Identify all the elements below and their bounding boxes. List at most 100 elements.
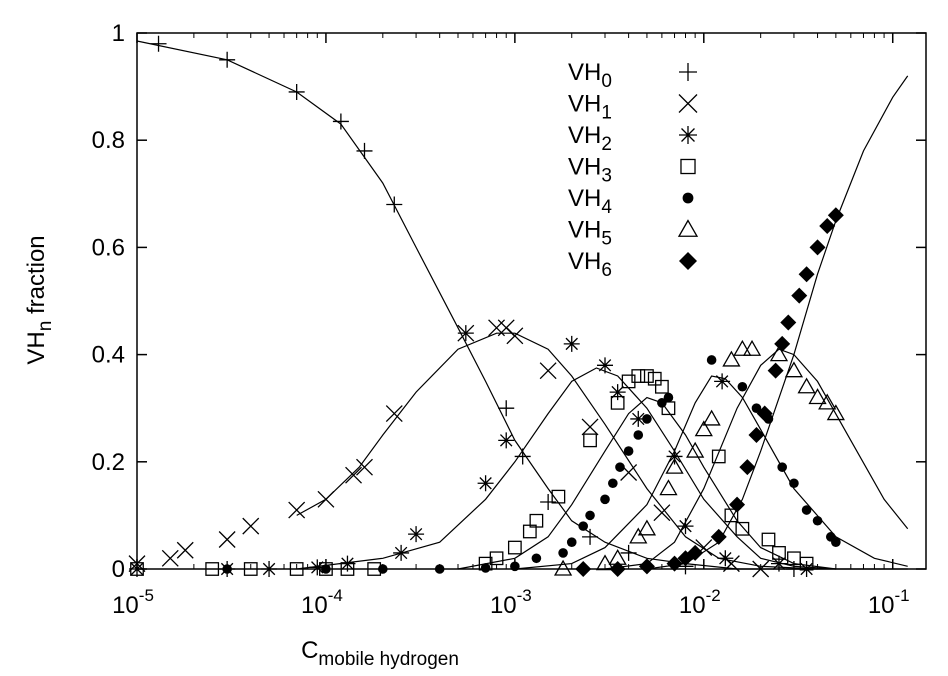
data-point-vh4 [615,462,625,472]
data-point-vh3 [799,556,814,571]
x-tick-exponent: -3 [517,586,532,605]
data-point-vh5 [553,559,573,576]
data-point-vh4 [737,381,748,392]
data-point-vh5 [818,393,837,410]
legend-subscript: 6 [601,260,612,281]
data-point-vh5 [826,404,845,421]
legend-marker-vh3 [680,158,696,175]
legend-name: VH [568,217,601,244]
fit-curve [296,367,836,570]
data-point-vh4 [777,462,787,472]
data-point-vh4 [578,521,589,531]
data-point-vh1 [345,466,363,484]
data-point-vh4 [558,548,568,558]
data-point-vh3 [610,395,625,410]
legend-label-vh5: VH5 [568,217,612,250]
data-point-vh6 [767,362,784,379]
data-point-vh1 [539,362,557,380]
legend-label-vh4: VH4 [568,185,612,218]
data-point-vh6 [819,217,836,234]
data-point-vh3 [507,540,522,555]
data-point-vh2 [666,448,683,465]
data-point-vh6 [739,459,756,476]
x-tick-base: 10 [490,592,517,619]
data-point-vh3 [654,379,669,394]
y-axis-label: VHn fraction [23,235,56,364]
data-point-vh4 [801,505,812,515]
data-point-vh4 [623,446,634,456]
data-point-vh3 [735,521,750,536]
x-tick-label: 10-5 [112,586,154,619]
data-point-vh4 [751,403,762,414]
fit-curves [136,40,909,570]
legend-label-vh3: VH3 [568,154,612,187]
data-point-vh1 [581,418,599,436]
data-point-vh5 [722,350,741,367]
data-point-vh3 [640,369,654,383]
data-point-vh0 [582,528,599,545]
data-point-vh0 [540,494,557,510]
data-point-vh6 [666,555,683,572]
data-point-vh2 [677,518,694,535]
data-point-vh0 [288,83,305,100]
data-point-vh4 [585,510,595,521]
data-point-vh4 [633,430,644,440]
data-point-vh2 [563,335,580,352]
legend-subscript: 3 [601,166,612,187]
x-tick-base: 10 [301,592,328,619]
data-point-vh1 [288,501,306,519]
data-point-vh0 [498,400,515,417]
data-point-vh6 [780,314,797,331]
data-point-vh3 [647,371,662,386]
data-point-vh4 [657,398,667,408]
y-tick-label: 0.6 [92,234,125,261]
x-tick-label: 10-3 [490,586,532,619]
legend-subscript: 5 [601,229,612,250]
data-point-vh0 [514,448,531,465]
data-point-vh6 [756,405,773,422]
data-point-vh4 [600,494,610,505]
fit-curve [457,396,836,570]
data-point-vh2 [477,475,494,492]
data-point-vh2 [498,432,515,449]
data-point-vh3 [631,369,646,383]
fit-curve [604,348,909,570]
data-point-vh3 [529,513,544,528]
data-point-vh5 [665,457,684,474]
x-tick-exponent: -2 [706,586,721,605]
legend-name: VH [568,248,601,275]
data-point-vh1 [506,327,524,345]
y-tick-label: 0.8 [92,127,125,154]
legend-label-vh1: VH1 [568,91,612,124]
data-point-vh6 [710,528,727,545]
plot-frame [136,32,927,570]
legend-name: VH [568,185,601,212]
data-point-vh6 [774,335,791,352]
series-vh0 [150,35,802,577]
x-tick-exponent: -4 [328,586,343,605]
data-point-vh3 [724,508,739,523]
data-point-vh4 [531,553,542,564]
legend-subscript: 1 [601,103,612,124]
data-point-vh4 [812,515,823,526]
data-point-vh2 [393,544,410,561]
data-point-vh1 [385,405,403,423]
data-point-vh1 [161,549,179,567]
x-tick-exponent: -5 [139,586,154,605]
data-point-vh0 [386,196,403,213]
series-vh2 [129,335,815,577]
legend-label-vh6: VH6 [568,248,612,281]
y-tick-label: 0.2 [92,449,125,476]
data-point-vh5 [784,361,804,378]
data-point-vh4 [608,478,618,489]
data-point-vh1 [457,324,475,342]
y-tick-label: 1 [112,20,125,47]
data-point-vh2 [717,550,734,567]
x-tick-label: 10-4 [301,586,343,619]
legend-name: VH [568,154,601,181]
fit-curve [296,332,818,570]
data-point-vh5 [686,441,705,458]
data-point-vh1 [488,319,506,337]
